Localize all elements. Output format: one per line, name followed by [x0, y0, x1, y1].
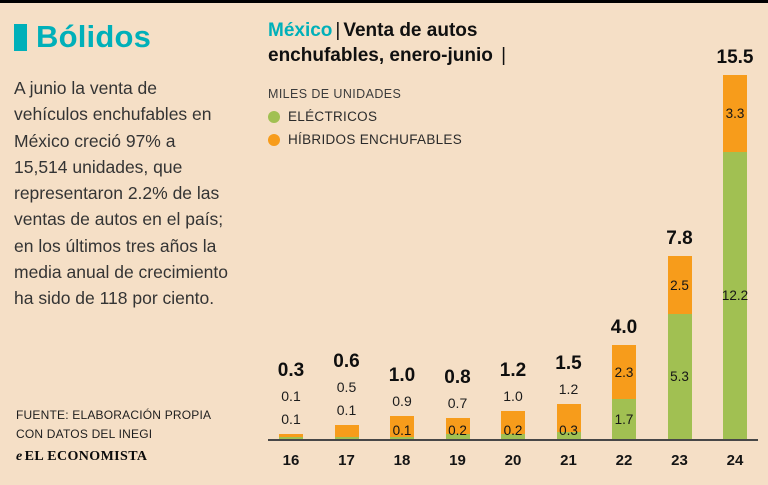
bar-total-label: 0.8	[444, 366, 471, 388]
stacked-bar	[279, 434, 303, 439]
stacked-bar	[334, 424, 359, 439]
hybrid-value-label: 1.2	[558, 380, 579, 397]
stacked-bar: 2.3 1.7	[612, 345, 636, 439]
x-axis-label: 22	[615, 452, 633, 469]
x-axis-label: 18	[393, 452, 411, 469]
bar-segment-electric	[390, 436, 414, 439]
bar-segment-hybrid	[334, 424, 359, 437]
bar-segment-hybrid: 2.5	[667, 255, 692, 315]
bar-segment-electric	[445, 434, 470, 439]
stacked-bar: 0.2	[501, 410, 525, 439]
electric-value-label: 0.2	[448, 423, 467, 438]
bar-column: 0.3 0.1 0.1	[268, 360, 314, 439]
bar-segment-hybrid	[501, 410, 525, 435]
stacked-bar: 0.3	[556, 403, 581, 439]
bar-column: 1.2 1.0 0.2	[490, 360, 536, 439]
bar-total-label: 0.3	[277, 360, 305, 382]
bar-segment-hybrid	[445, 417, 470, 435]
title-bullet-marker	[14, 23, 27, 51]
x-axis-label: 19	[449, 452, 466, 469]
legend-item-hybrid: HÍBRIDOS ENCHUFABLES	[268, 132, 462, 147]
page-title: Bólidos	[36, 19, 152, 54]
header-separator: |	[335, 20, 341, 41]
bar-total-label: 7.8	[666, 227, 693, 249]
electric-legend-dot-icon	[268, 110, 280, 123]
electric-value-label: 0.2	[503, 423, 523, 438]
bar-segment-electric	[279, 436, 303, 439]
left-column: Bólidos A junio la venta de vehículos en…	[14, 19, 252, 329]
x-axis-label: 17	[338, 452, 355, 469]
chart-brand: México	[268, 20, 333, 41]
logo-glyph: e	[16, 449, 23, 464]
bar-column: 0.8 0.7 0.2	[435, 367, 481, 439]
x-axis: 16 17 18 19 20 21 22 23 24	[268, 452, 758, 469]
legend-label: HÍBRIDOS ENCHUFABLES	[288, 132, 463, 147]
chart-legend: ELÉCTRICOS HÍBRIDOS ENCHUFABLES	[268, 109, 462, 155]
electric-value-label: 0.3	[559, 423, 578, 438]
header-trailing-separator: |	[501, 44, 507, 66]
x-axis-label: 16	[282, 452, 300, 469]
source-line: CON DATOS DEL INEGI	[16, 426, 153, 441]
bar-column: 1.5 1.2 0.3	[546, 353, 592, 439]
bar-segment-electric	[334, 436, 359, 439]
stacked-bar: 0.1	[390, 415, 414, 439]
bar-column: 7.8 2.5 5.3	[657, 228, 703, 439]
legend-label: ELÉCTRICOS	[288, 109, 378, 124]
units-label: MILES DE UNIDADES	[268, 87, 402, 101]
hybrid-legend-dot-icon	[268, 133, 280, 146]
x-axis-label: 20	[504, 452, 522, 469]
hybrid-value-label: 0.9	[392, 392, 412, 409]
bar-segment-electric	[501, 434, 525, 439]
bar-total-label: 1.5	[555, 352, 582, 374]
bar-segment-electric: 1.7	[612, 399, 636, 439]
stacked-bar-chart: 0.3 0.1 0.1 0.6 0.5 0.1 1.0 0.9 0.1 0.8 0.7 0.2 1.2 1…	[268, 46, 758, 469]
bar-column: 15.5 3.3 12.2	[712, 47, 758, 439]
bar-segment-hybrid	[279, 434, 303, 437]
hybrid-value-label: 1.0	[503, 387, 523, 404]
x-axis-label: 21	[560, 452, 577, 469]
source-line: FUENTE: ELABORACIÓN PROPIA	[16, 408, 212, 422]
bar-segment-hybrid	[556, 403, 581, 432]
electric-value-label: 0.1	[336, 401, 357, 418]
bar-segment-hybrid: 3.3	[723, 74, 747, 153]
bar-total-label: 1.2	[499, 359, 527, 381]
logo-text: EL ECONOMISTA	[24, 449, 148, 464]
bar-column: 0.6 0.5 0.1	[324, 351, 370, 439]
bar-total-label: 0.6	[333, 350, 360, 372]
bar-column: 1.0 0.9 0.1	[379, 365, 425, 439]
stacked-bar: 3.3 12.2	[722, 74, 748, 439]
bar-segment-electric	[556, 431, 581, 439]
chart-header: México | Venta de autos enchufables, enero…	[268, 19, 580, 68]
bar-segment-hybrid: 2.3	[612, 345, 636, 400]
stacked-bar: 0.2	[445, 417, 470, 439]
bar-total-label: 4.0	[610, 317, 638, 339]
bar-segment-electric: 5.3	[667, 314, 692, 439]
x-axis-label: 24	[726, 452, 744, 469]
intro-paragraph: A junio la venta de vehículos enchufable…	[14, 78, 229, 308]
bar-segment-electric: 12.2	[722, 152, 748, 439]
electric-value-label: 0.1	[281, 411, 301, 428]
hybrid-value-label: 0.1	[281, 388, 301, 405]
hybrid-value-label: 0.5	[336, 378, 357, 395]
electric-value-label: 0.1	[392, 423, 412, 438]
bar-total-label: 15.5	[716, 46, 754, 68]
bar-segment-hybrid	[390, 415, 414, 437]
title-row: Bólidos	[14, 19, 252, 55]
x-axis-label: 23	[671, 452, 688, 469]
stacked-bar: 2.5 5.3	[667, 255, 692, 439]
el-economista-logo: e EL ECONOMISTA	[16, 449, 147, 465]
bar-group: 0.3 0.1 0.1 0.6 0.5 0.1 1.0 0.9 0.1 0.8 0.7 0.2 1.2 1…	[268, 46, 758, 441]
source-note: FUENTE: ELABORACIÓN PROPIA CON DATOS DEL…	[16, 406, 211, 443]
bar-column: 4.0 2.3 1.7	[601, 317, 647, 439]
chart-title: Venta de autos enchufables, enero-junio	[268, 20, 493, 66]
bar-total-label: 1.0	[388, 364, 416, 386]
legend-item-electric: ELÉCTRICOS	[268, 109, 462, 124]
hybrid-value-label: 0.7	[447, 394, 468, 411]
